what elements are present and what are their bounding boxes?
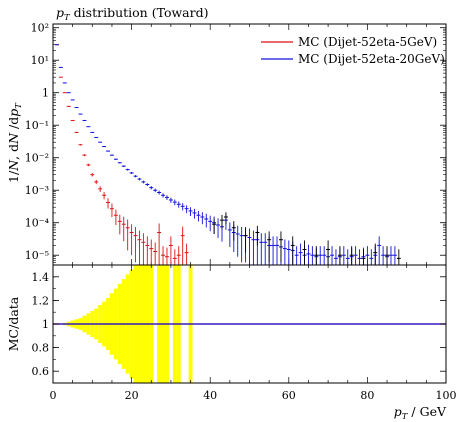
main-y-tick-label: 10⁻⁴	[25, 217, 50, 230]
x-tick-label: 0	[50, 389, 57, 402]
x-tick-label: 40	[203, 389, 217, 402]
ratio-panel: 0 20 40 60 80 100 0.6 0.8 1 1.2 1.4	[32, 264, 457, 402]
main-y-tick-label: 10⁻²	[25, 152, 49, 165]
ratio-y-tick-label: 1	[42, 318, 49, 331]
legend-label-20gev: MC (Dijet-52eta-20GeV)	[298, 52, 445, 66]
main-y-tick-label: 10⁻¹	[25, 119, 49, 132]
main-y-tick-label: 1	[42, 87, 49, 100]
x-tick-label: 60	[282, 389, 296, 402]
ratio-y-tick-label: 0.8	[32, 342, 50, 355]
main-y-tick-label: 10²	[31, 22, 49, 35]
ratio-y-tick-label: 1.2	[32, 294, 50, 307]
main-panel: 10⁻⁵ 10⁻⁴ 10⁻³ 10⁻² 10⁻¹ 1 10¹ 10²	[25, 22, 447, 266]
main-y-tick-label: 10¹	[31, 54, 49, 67]
ratio-y-axis-label: MC/data	[6, 296, 21, 351]
chart-title: pT distribution (Toward)	[56, 5, 208, 23]
main-y-tick-label: 10⁻³	[25, 184, 49, 197]
x-tick-label: 20	[125, 389, 139, 402]
x-tick-label: 80	[360, 389, 374, 402]
main-y-tick-label: 10⁻⁵	[25, 249, 49, 262]
main-y-axis-label: 1/N, dN /dpT	[6, 102, 24, 183]
legend-label-5gev: MC (Dijet-52eta-5GeV)	[298, 35, 437, 49]
x-tick-label: 100	[436, 389, 457, 402]
ratio-y-tick-label: 0.6	[32, 365, 50, 378]
ratio-y-tick-label: 1.4	[32, 271, 50, 284]
x-axis-label: pT / GeV	[394, 404, 447, 422]
legend: MC (Dijet-52eta-5GeV) MC (Dijet-52eta-20…	[261, 35, 445, 66]
